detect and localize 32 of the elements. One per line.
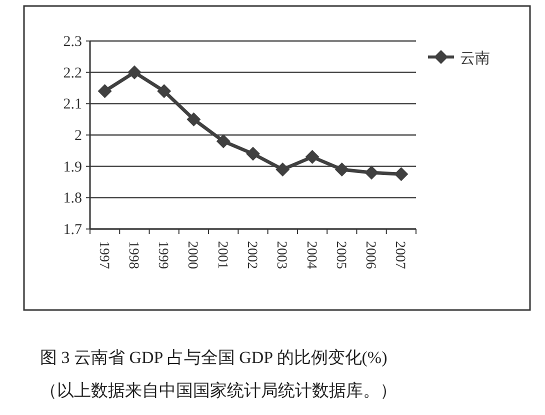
point: [246, 146, 260, 161]
y-tick-label: 2.3: [63, 34, 82, 50]
point: [127, 65, 142, 80]
point: [394, 167, 408, 182]
point: [157, 84, 172, 98]
legend-label: 云南: [460, 49, 490, 67]
point: [186, 112, 201, 126]
point: [305, 150, 320, 164]
x-tick-label: 2004: [303, 241, 318, 269]
y-tick-label: 2.2: [63, 65, 82, 82]
point: [98, 84, 112, 98]
x-tick-label: 2000: [184, 241, 200, 269]
text: （以上数据来自中国国家统计局统计数据库。）: [40, 381, 397, 400]
x-tick-label: 2007: [392, 241, 408, 269]
y-tick-label: 1.7: [63, 222, 82, 238]
y-tick-label: 2: [74, 128, 82, 144]
x-tick-label: 1997: [96, 241, 111, 269]
point: [334, 162, 349, 176]
text: 图 3 云南省 GDP 占与全国 GDP 的比例变化(%): [40, 348, 388, 367]
x-tick-label: 2002: [244, 241, 259, 269]
x-tick-label: 1998: [125, 241, 140, 269]
y-tick-label: 1.9: [63, 159, 82, 176]
x-tick-label: 2003: [274, 241, 289, 269]
x-tick-label: 2001: [214, 241, 230, 269]
x-tick-label: 2005: [332, 241, 348, 269]
y-tick-label: 2.1: [63, 96, 82, 113]
point: [276, 162, 290, 176]
y-tick-label: 1.8: [63, 190, 82, 207]
x-tick-label: 1999: [155, 241, 170, 269]
point: [364, 166, 379, 180]
point: [216, 134, 230, 148]
x-tick-label: 2006: [362, 241, 378, 269]
